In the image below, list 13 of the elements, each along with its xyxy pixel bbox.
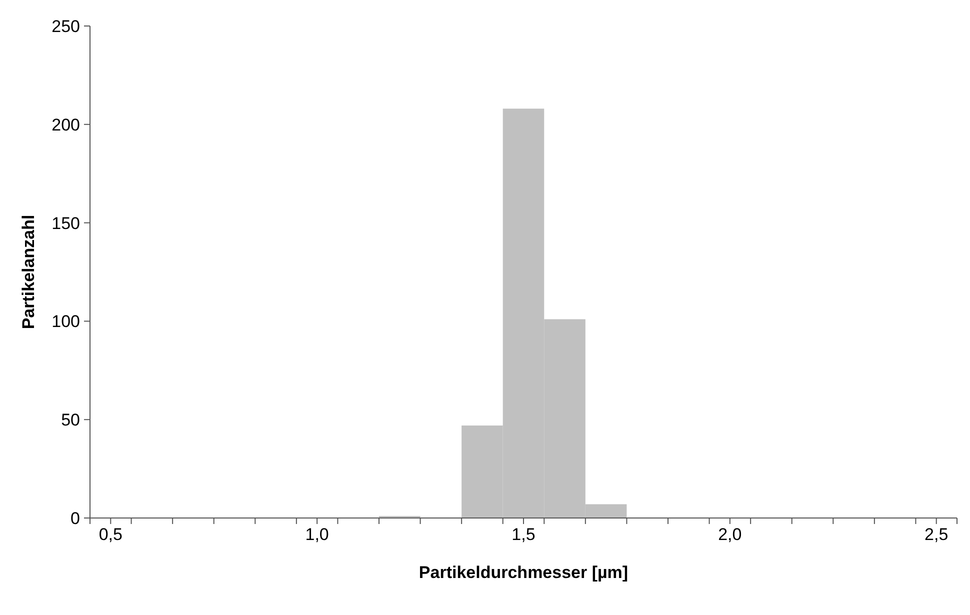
x-tick-label: 2,5 bbox=[924, 525, 948, 544]
x-tick-label: 2,0 bbox=[718, 525, 742, 544]
y-tick-label: 0 bbox=[70, 509, 80, 528]
x-axis-title: Partikeldurchmesser [µm] bbox=[418, 563, 628, 582]
y-tick-label: 200 bbox=[52, 115, 80, 134]
y-tick-label: 150 bbox=[52, 214, 80, 233]
y-axis-title: Partikelanzahl bbox=[19, 214, 38, 330]
x-tick-label: 0,5 bbox=[98, 525, 122, 544]
y-tick-label: 250 bbox=[52, 17, 80, 36]
y-tick-label: 50 bbox=[61, 410, 80, 430]
y-tick-label: 100 bbox=[52, 312, 80, 332]
x-tick-label: 1,5 bbox=[512, 525, 536, 544]
x-tick-label: 1,0 bbox=[305, 525, 329, 544]
